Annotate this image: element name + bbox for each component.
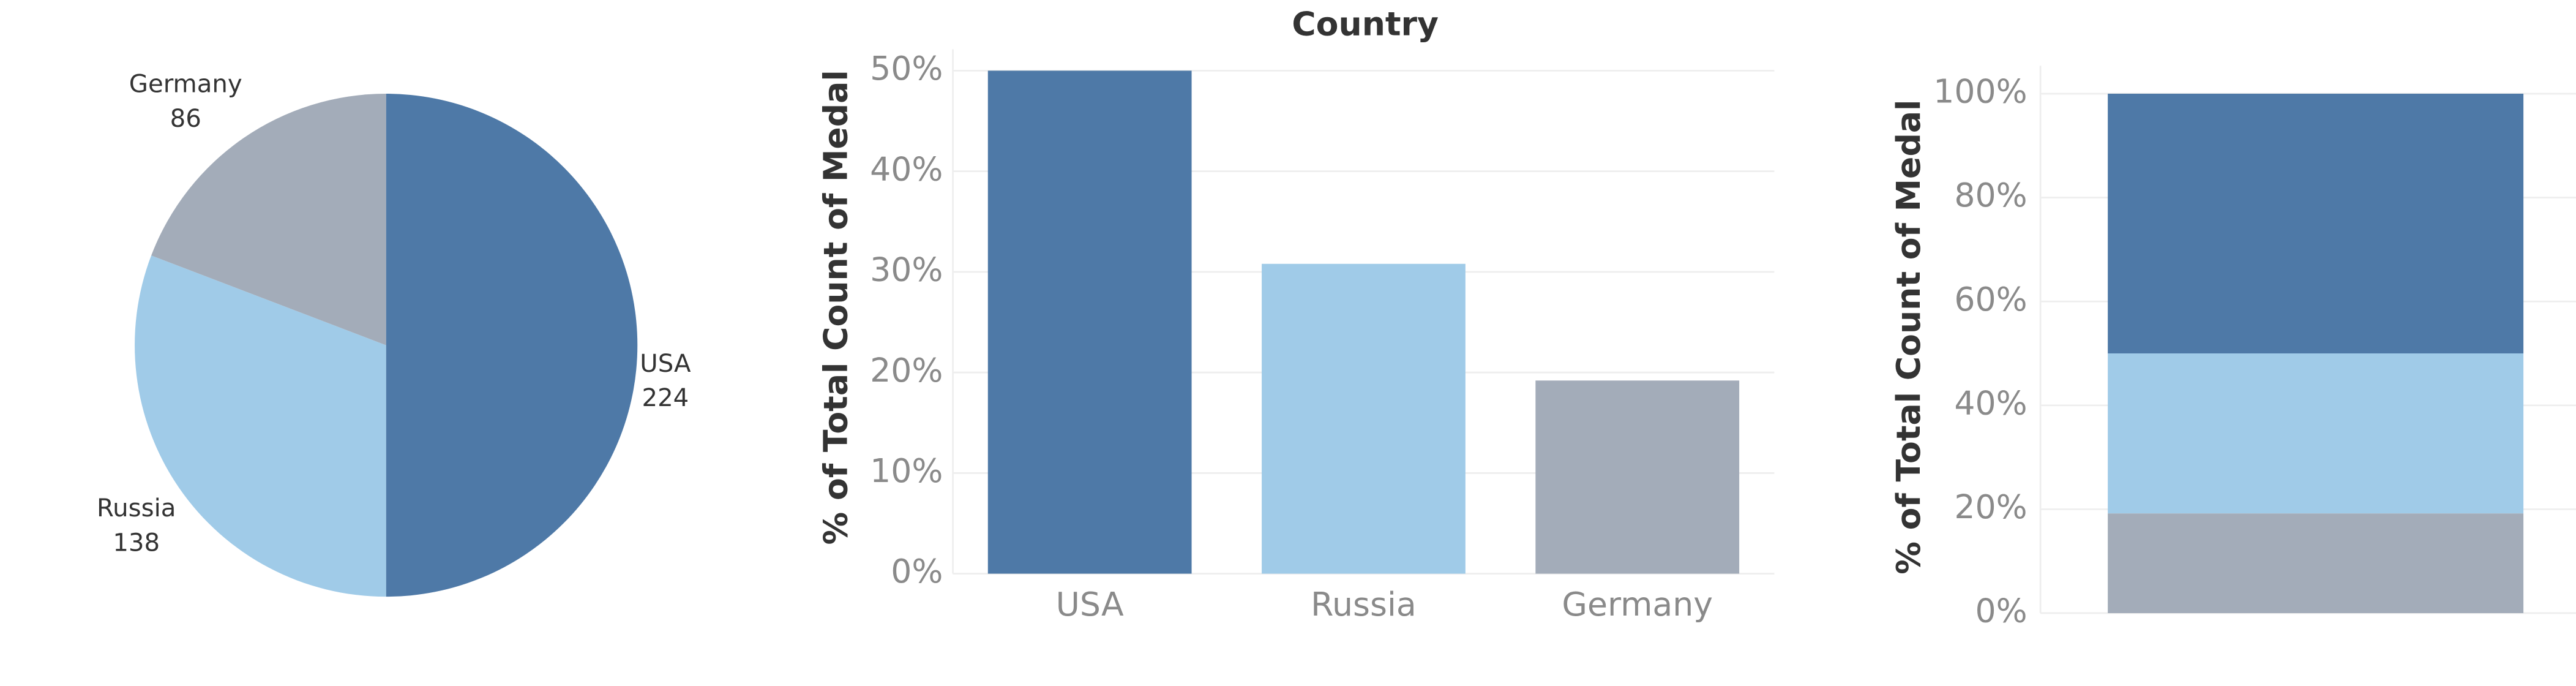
pie-slice [151, 93, 386, 345]
y-axis-label: % of Total Count of Medal [1889, 100, 1928, 575]
y-tick-label: 10% [870, 451, 943, 490]
y-tick-label: 0% [891, 552, 943, 590]
stacked-segment [2108, 513, 2524, 614]
stacked-segment [2108, 353, 2524, 514]
slice-value: 224 [642, 384, 689, 412]
y-tick-label: 50% [870, 49, 943, 88]
y-tick-label: 30% [870, 251, 943, 289]
bar [1535, 380, 1740, 574]
x-tick-label: USA [1056, 585, 1124, 624]
y-tick-label: 40% [1954, 383, 2027, 422]
slice-label: USA [640, 350, 691, 378]
pie-slice [135, 255, 386, 597]
y-tick-label: 40% [870, 149, 943, 188]
chart-title: Country [1292, 5, 1439, 43]
y-tick-label: 100% [1933, 72, 2027, 111]
bar [987, 70, 1192, 574]
y-tick-label: 80% [1954, 176, 2027, 214]
slice-value: 138 [113, 529, 160, 557]
x-tick-label: Russia [1311, 585, 1417, 624]
y-tick-label: 0% [1975, 592, 2027, 630]
y-tick-label: 20% [870, 351, 943, 390]
stacked-segment [2108, 93, 2524, 354]
bar [1262, 263, 1466, 574]
x-tick-label: Germany [1562, 585, 1713, 624]
y-axis-label: % of Total Count of Medal [816, 70, 855, 545]
y-tick-label: 60% [1954, 280, 2027, 318]
slice-label: Russia [97, 494, 176, 522]
y-tick-label: 20% [1954, 488, 2027, 526]
slice-value: 86 [170, 105, 201, 133]
pie-slice [386, 93, 638, 597]
slice-label: Germany [129, 70, 242, 99]
